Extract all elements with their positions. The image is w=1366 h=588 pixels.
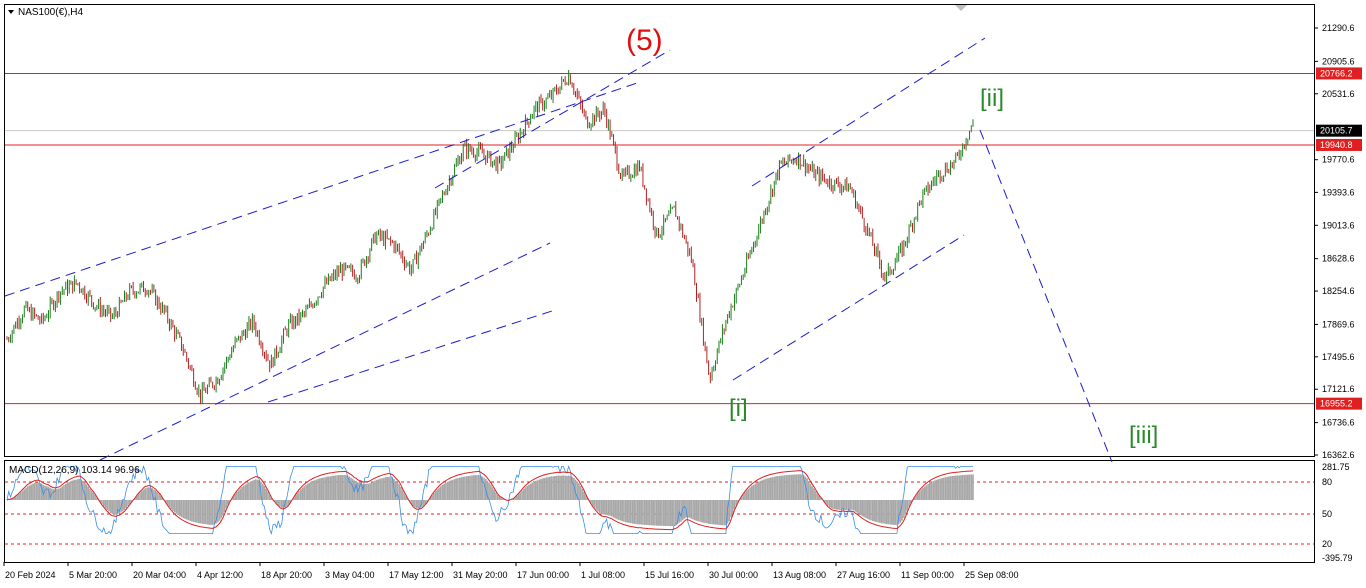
price-tick-label: 20531.6 xyxy=(1322,89,1355,99)
price-tag-bg xyxy=(1316,67,1362,80)
time-tick-label: 17 Jun 00:00 xyxy=(517,570,569,580)
price-tick-label: 21290.6 xyxy=(1322,23,1355,33)
macd-tick-label: 80 xyxy=(1322,477,1332,487)
price-tag-label: 20105.7 xyxy=(1320,126,1353,136)
time-tick-label: 30 Jul 00:00 xyxy=(709,570,758,580)
wave-label-ii: [ii] xyxy=(980,85,1004,112)
trend-line[interactable] xyxy=(979,129,1113,463)
trend-line[interactable] xyxy=(751,37,986,187)
time-tick-label: 27 Aug 16:00 xyxy=(837,570,890,580)
trend-line[interactable] xyxy=(732,234,965,381)
time-tick-label: 4 Apr 12:00 xyxy=(197,570,243,580)
price-tick-label: 20905.6 xyxy=(1322,56,1355,66)
price-tick-label: 17869.6 xyxy=(1322,319,1355,329)
scroll-marker-icon xyxy=(955,5,967,11)
macd-tick-label: 20 xyxy=(1322,539,1332,549)
wave-label-i: [i] xyxy=(729,395,748,422)
symbol-dropdown-icon[interactable] xyxy=(8,10,14,14)
macd-tick-label: 281.75 xyxy=(1322,462,1350,472)
time-tick-label: 18 Apr 20:00 xyxy=(261,570,312,580)
price-tick-label: 19770.6 xyxy=(1322,155,1355,165)
time-tick-label: 31 May 20:00 xyxy=(453,570,508,580)
time-tick-label: 15 Jul 16:00 xyxy=(645,570,694,580)
wave-label-5: (5) xyxy=(626,24,663,57)
macd-main-line xyxy=(6,465,973,535)
price-tick-label: 16736.6 xyxy=(1322,418,1355,428)
trend-line[interactable] xyxy=(267,310,553,403)
price-tag-label: 16955.2 xyxy=(1320,399,1353,409)
time-tick-label: 5 Mar 20:00 xyxy=(69,570,117,580)
macd-indicator-label: MACD(12,26,9) 103.14 96.96 xyxy=(9,465,140,476)
price-tick-label: 16362.6 xyxy=(1322,450,1355,460)
price-tick-label: 19013.6 xyxy=(1322,220,1355,230)
time-tick-label: 25 Sep 08:00 xyxy=(965,570,1019,580)
wave-label-iii: [iii] xyxy=(1129,422,1158,449)
price-tag-label: 19940.8 xyxy=(1320,140,1353,150)
price-tick-label: 19393.6 xyxy=(1322,187,1355,197)
time-tick-label: 13 Aug 08:00 xyxy=(773,570,826,580)
macd-tick-label: 50 xyxy=(1322,509,1332,519)
time-tick-label: 17 May 12:00 xyxy=(389,570,444,580)
price-tick-label: 18628.6 xyxy=(1322,254,1355,264)
price-tick-label: 17495.6 xyxy=(1322,352,1355,362)
time-tick-label: 1 Jul 08:00 xyxy=(581,570,625,580)
price-tag-bg xyxy=(1316,138,1362,151)
trend-line[interactable] xyxy=(99,242,551,461)
price-tag-label: 20766.2 xyxy=(1320,68,1353,78)
macd-tick-label: -395.79 xyxy=(1322,553,1353,563)
time-tick-label: 11 Sep 00:00 xyxy=(901,570,954,580)
time-tick-label: 20 Mar 04:00 xyxy=(133,570,186,580)
time-tick-label: 20 Feb 2024 xyxy=(5,570,56,580)
symbol-label: NAS100(€),H4 xyxy=(18,7,83,18)
time-tick-label: 3 May 04:00 xyxy=(325,570,375,580)
price-tag-bg xyxy=(1316,124,1362,137)
price-panel xyxy=(4,4,1315,457)
price-tick-label: 18254.6 xyxy=(1322,286,1355,296)
price-tag-bg xyxy=(1316,397,1362,410)
price-tick-label: 17121.6 xyxy=(1322,384,1355,394)
macd-histogram xyxy=(7,474,974,527)
macd-signal-line xyxy=(6,470,974,531)
trend-line[interactable] xyxy=(434,49,671,189)
